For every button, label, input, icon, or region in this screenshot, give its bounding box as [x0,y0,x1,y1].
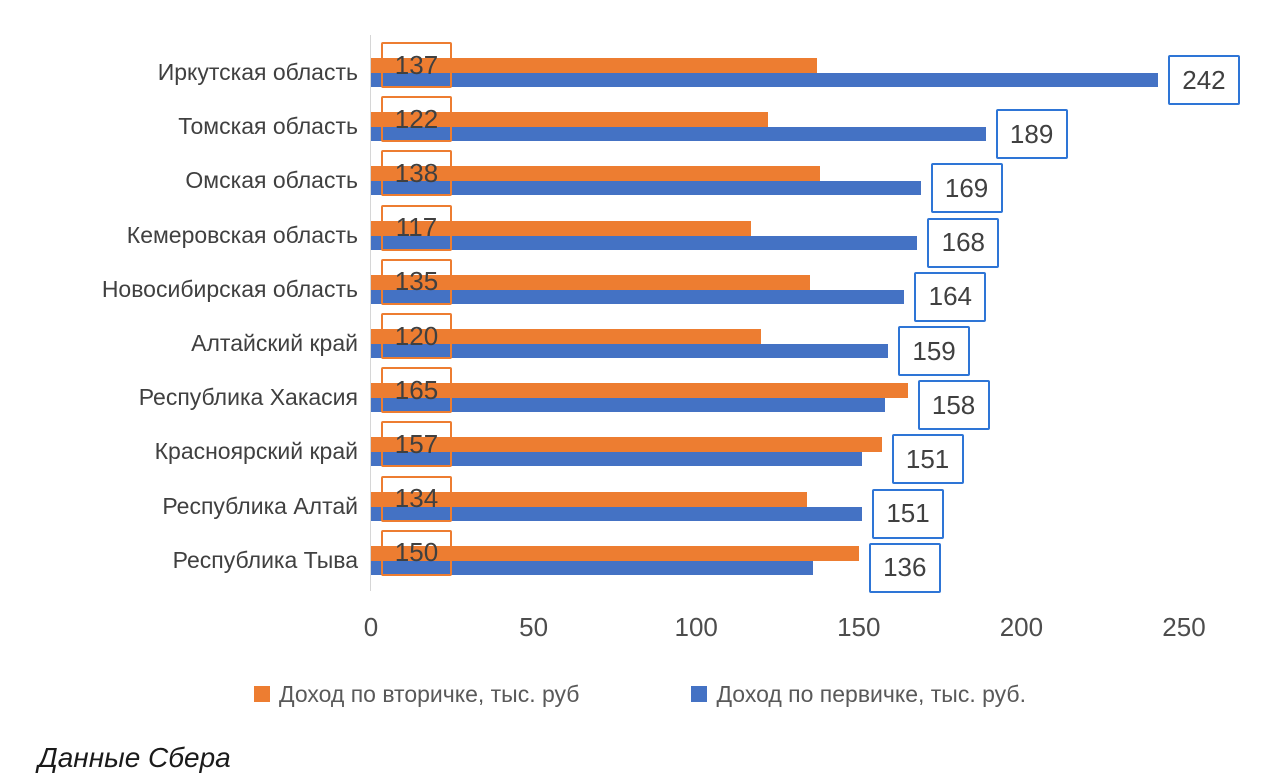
data-label-primary: 158 [917,380,990,431]
data-label-primary: 169 [930,163,1003,214]
bar-primary[interactable] [371,181,921,196]
bar-primary[interactable] [371,127,986,142]
bar-secondary[interactable] [371,112,768,128]
data-label-secondary: 137 [381,42,452,88]
data-label-secondary: 150 [381,529,452,576]
data-label-secondary: 157 [381,421,452,468]
bar-primary[interactable] [371,398,885,413]
data-label-secondary: 138 [381,150,452,197]
data-label-primary: 136 [868,542,941,593]
category-label: Кемеровская область [126,221,358,248]
x-axis-tick-label: 250 [1162,612,1206,642]
x-axis-tick-label: 50 [519,612,549,642]
data-label-secondary: 134 [381,475,452,522]
category-label: Красноярский край [154,438,358,465]
data-label-primary: 151 [891,434,964,485]
data-label-primary: 168 [927,217,1000,268]
data-label-secondary: 165 [381,367,452,414]
bar-primary[interactable] [371,289,905,304]
category-label: Новосибирская область [101,275,358,302]
data-label-primary: 159 [898,326,971,376]
bar-secondary[interactable] [371,383,908,399]
bar-secondary[interactable] [371,437,882,453]
bar-secondary[interactable] [371,166,820,182]
bar-secondary[interactable] [371,329,762,344]
category-label: Республика Тыва [172,546,358,573]
data-label-primary: 242 [1167,55,1240,105]
bar-secondary[interactable] [371,220,752,236]
category-axis-line [369,35,371,591]
category-label: Республика Алтай [162,492,358,519]
category-label: Иркутская область [157,59,358,85]
legend: Доход по вторичке, тыс. руб Доход по пер… [0,676,1280,712]
x-axis-tick-label: 100 [674,612,718,642]
x-axis-tick-label: 200 [999,612,1044,642]
x-axis-tick-label: 150 [837,612,881,642]
legend-item-primary[interactable]: Доход по первичке, тыс. руб. [691,681,1026,708]
x-axis-tick-label: 0 [363,612,379,642]
legend-item-secondary[interactable]: Доход по вторичке, тыс. руб [254,681,579,708]
bar-secondary[interactable] [371,545,859,561]
category-label: Томская область [178,113,358,140]
data-label-secondary: 122 [381,96,452,143]
category-label: Алтайский край [191,330,358,356]
bar-secondary[interactable] [371,58,817,73]
data-label-primary: 189 [995,109,1068,160]
bar-primary[interactable] [371,452,863,467]
bar-primary[interactable] [371,73,1158,87]
bar-primary[interactable] [371,235,918,250]
category-label: Республика Хакасия [138,384,358,411]
data-label-primary: 151 [872,488,945,539]
legend-label-primary: Доход по первичке, тыс. руб. [716,680,1026,707]
bar-secondary[interactable] [371,491,807,507]
bar-primary[interactable] [371,344,889,358]
data-label-primary: 164 [914,271,987,322]
legend-label-secondary: Доход по вторичке, тыс. руб [279,680,580,707]
data-label-secondary: 135 [381,258,452,305]
source-caption: Данные Сбера [38,742,231,773]
data-label-secondary: 120 [381,313,452,359]
bar-primary[interactable] [371,560,814,575]
legend-swatch-blue-icon [691,686,708,702]
category-label: Омская область [185,167,358,194]
data-label-secondary: 117 [381,204,452,251]
bar-primary[interactable] [371,506,863,521]
legend-swatch-orange-icon [254,686,270,702]
bar-secondary[interactable] [371,274,811,290]
